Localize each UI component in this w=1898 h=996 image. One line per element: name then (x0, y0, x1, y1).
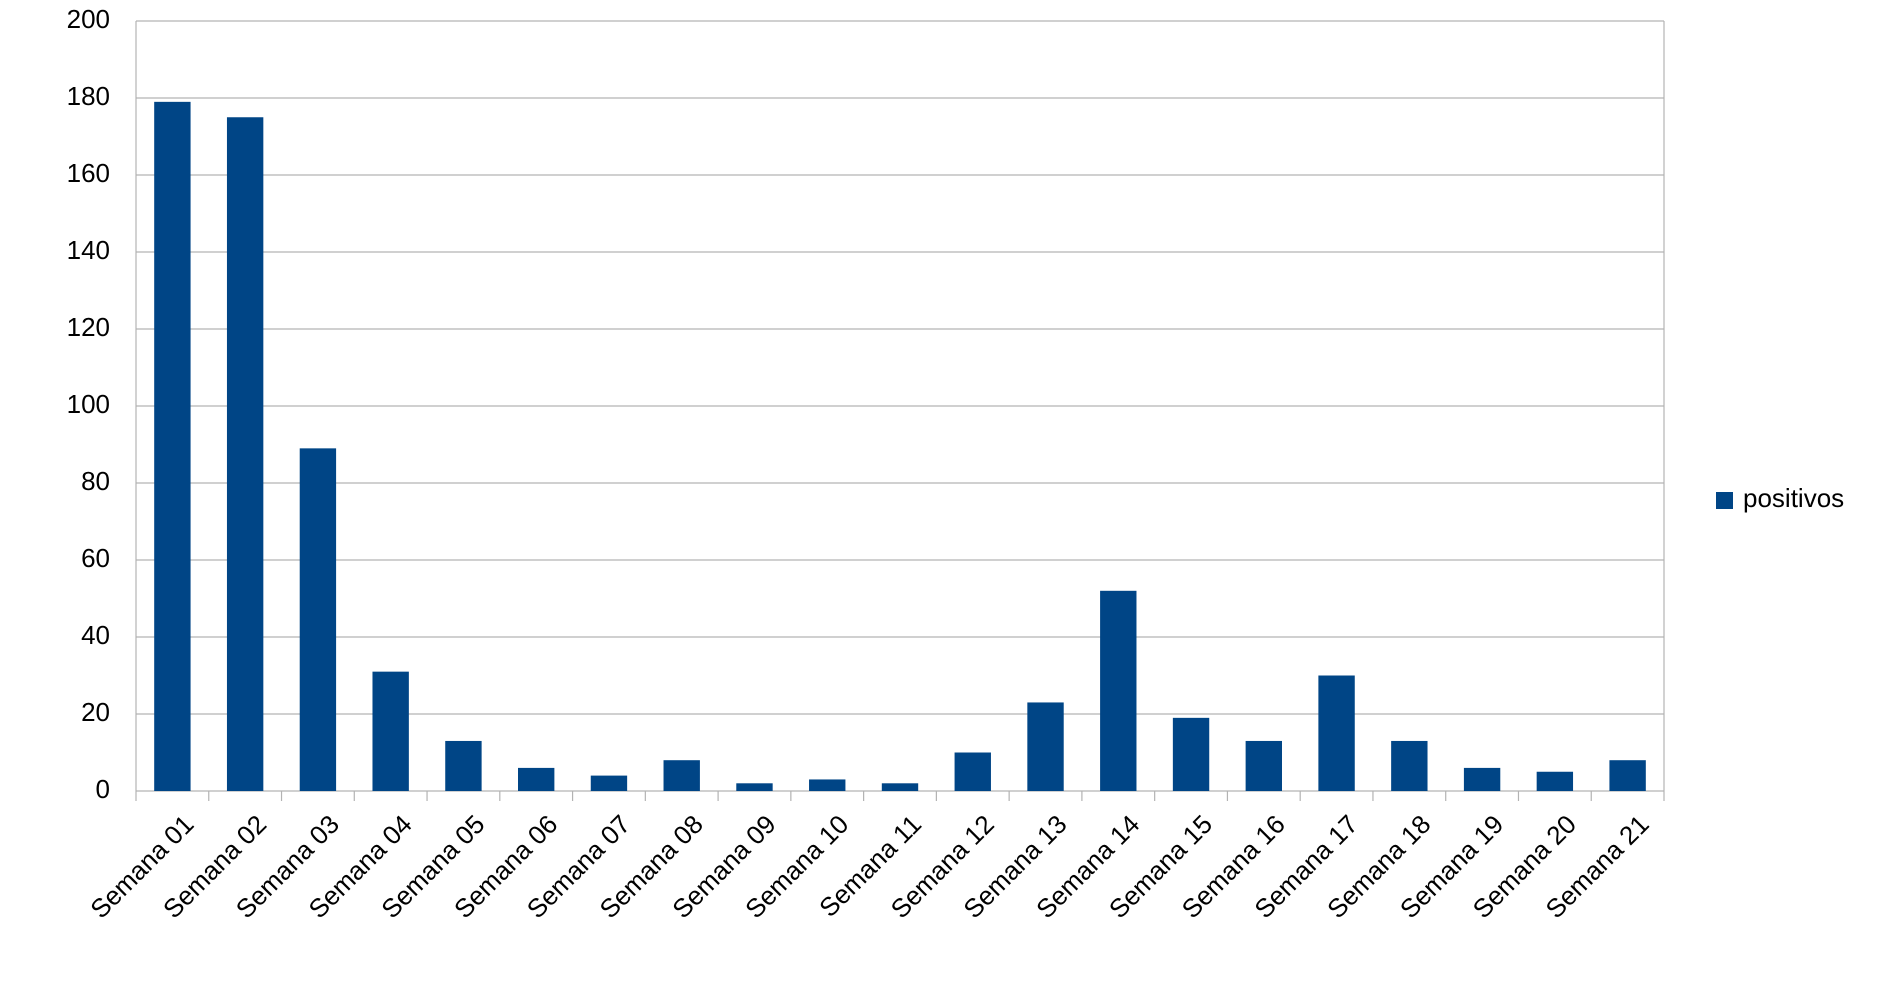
bar (372, 671, 409, 791)
bar (1318, 675, 1355, 791)
bar (226, 117, 264, 791)
legend-swatch (1716, 492, 1733, 509)
bar (445, 740, 482, 791)
bar (736, 783, 773, 791)
bar (518, 767, 555, 791)
bar (1536, 771, 1574, 791)
y-tick-label: 100 (67, 389, 110, 419)
y-tick-label: 180 (67, 81, 110, 111)
bar (1245, 740, 1282, 791)
y-tick-label: 40 (81, 620, 110, 650)
y-tick-label: 60 (81, 543, 110, 573)
bar (1391, 740, 1428, 791)
y-tick-label: 20 (81, 697, 110, 727)
bar (299, 448, 337, 791)
bar (1463, 767, 1501, 791)
y-tick-label: 80 (81, 466, 110, 496)
legend-label: positivos (1743, 483, 1844, 513)
bar (1027, 702, 1064, 791)
y-tick-label: 160 (67, 158, 110, 188)
bar (809, 779, 846, 791)
bar (954, 752, 991, 791)
bar (881, 783, 919, 791)
bar (154, 101, 191, 792)
y-tick-label: 120 (67, 312, 110, 342)
bar (1100, 590, 1137, 791)
bar (590, 775, 628, 791)
y-tick-label: 200 (67, 4, 110, 34)
y-tick-label: 140 (67, 235, 110, 265)
bar (663, 760, 700, 791)
y-tick-label: 0 (96, 774, 110, 804)
bar (1609, 760, 1646, 791)
bar (1172, 717, 1210, 791)
